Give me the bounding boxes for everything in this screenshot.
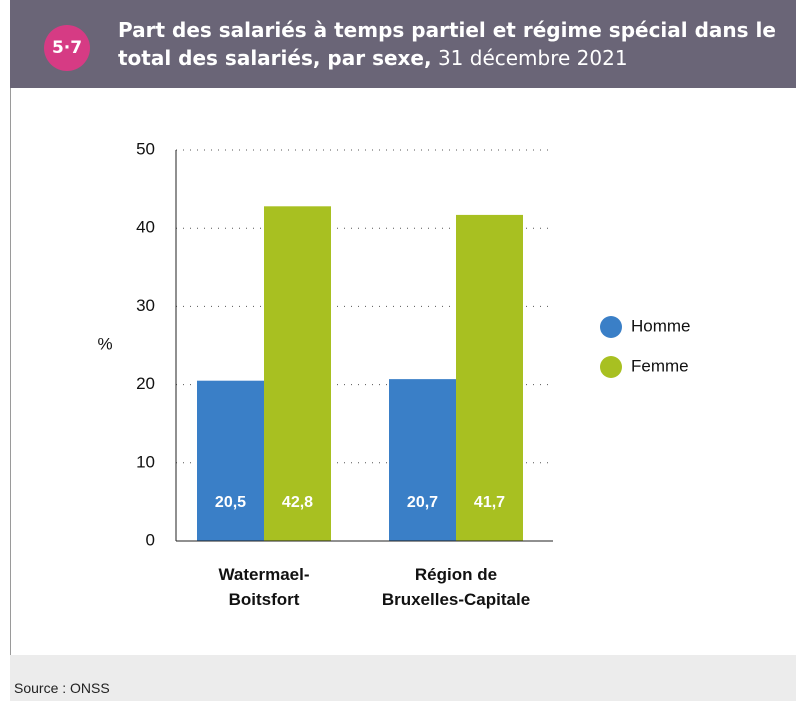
y-tick-label: 0	[146, 530, 155, 549]
header	[10, 0, 796, 88]
title-block: Part des salariés à temps partiel et rég…	[118, 16, 783, 72]
bar	[456, 214, 523, 541]
source-bar: Source : ONSS	[10, 655, 796, 701]
y-axis-label: %	[97, 334, 112, 353]
y-tick-label: 20	[136, 374, 155, 393]
y-tick-label: 50	[136, 139, 155, 158]
value-label: 42,8	[282, 494, 313, 511]
legend-label: Homme	[631, 316, 691, 335]
source: Source : ONSS	[14, 680, 110, 696]
legend-label: Femme	[631, 356, 689, 375]
value-label: 20,7	[407, 494, 438, 511]
legend-swatch	[600, 316, 622, 338]
x-tick-label: Watermael-Boitsfort	[218, 565, 310, 609]
x-tick-label: Région de Bruxelles-Capitale	[381, 565, 531, 609]
bar	[197, 380, 264, 541]
chart-title: Part des salariés à temps partiel et rég…	[118, 18, 776, 70]
bar	[264, 206, 331, 541]
y-tick-label: 10	[136, 452, 155, 471]
chart-subtitle: 31 décembre 2021	[437, 46, 628, 70]
border	[10, 88, 11, 655]
value-label: 20,5	[215, 494, 246, 511]
value-label: 41,7	[474, 494, 505, 511]
legend-swatch	[600, 356, 622, 378]
badge: 5·7	[44, 25, 90, 71]
y-tick-label: 30	[136, 296, 155, 315]
bar	[389, 379, 456, 541]
y-tick-label: 40	[136, 218, 155, 237]
